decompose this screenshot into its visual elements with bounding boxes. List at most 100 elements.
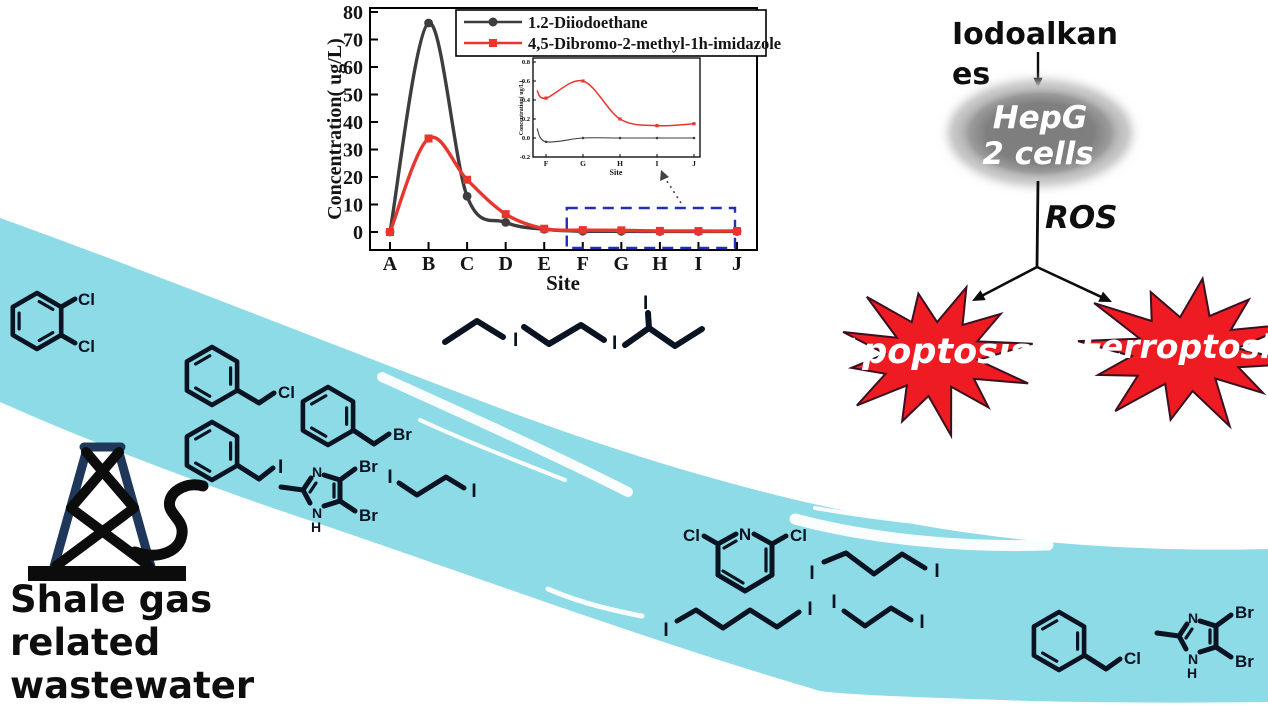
inset-data-point — [581, 79, 585, 83]
rig-brace — [51, 503, 139, 571]
ch2-cl-bond — [1081, 652, 1123, 672]
arrow-head — [1098, 291, 1112, 302]
inset-series-curve — [536, 128, 694, 143]
double-bond — [37, 331, 55, 343]
n-label: N — [312, 505, 322, 521]
cl-label: Cl — [1124, 649, 1141, 668]
ferroptosis-starburst — [1077, 275, 1268, 430]
apoptosis-starburst — [842, 284, 1033, 440]
cl-label: Cl — [790, 526, 807, 545]
ch2-cl-bond — [234, 387, 277, 406]
inset-series-curve — [536, 79, 695, 127]
ch2-i-bond — [234, 462, 276, 482]
legend-marker — [488, 17, 498, 27]
source-label-line3: wastewater — [10, 664, 255, 707]
molecule-dibromo-methyl-imidazole: N N H Br Br — [1154, 603, 1254, 681]
iodine-label: I — [513, 330, 518, 351]
c-c-bond — [841, 605, 914, 629]
benzene-ring — [184, 344, 240, 408]
rig-base — [28, 566, 186, 581]
source-label-line1: Shale gas — [10, 578, 212, 621]
double-bond — [194, 429, 212, 441]
c-br-bond — [337, 498, 358, 514]
arrow-shaft — [1036, 265, 1103, 299]
inset-pointer-head — [660, 170, 669, 181]
double-bond — [722, 539, 738, 550]
river-highlight — [918, 705, 997, 714]
double-bond — [310, 394, 328, 406]
river-highlight — [545, 586, 645, 619]
methyl-bond — [278, 484, 306, 493]
c-c-bond — [521, 322, 607, 347]
c-c-bond — [646, 325, 705, 349]
x-tick-label: A — [383, 253, 398, 275]
iodine-label: I — [471, 481, 476, 502]
molecules: Cl Cl Cl Br I — [10, 290, 1254, 681]
inset-x-tick-label: H — [617, 159, 623, 168]
h-label: H — [311, 519, 321, 535]
inset-line-chart: 0.8 0.6 0.4 0.2 0.0 -0.2 F G H I J Site Concentratio… — [518, 57, 701, 177]
legend-label: 1.2-Diiodoethane — [528, 13, 648, 32]
double-bond — [37, 299, 55, 311]
inset-y-tick-label: 0.4 — [522, 97, 531, 104]
rig-brace — [81, 447, 139, 513]
cl-label: Cl — [683, 526, 700, 545]
river-highlight — [377, 372, 633, 497]
iodine-label: I — [809, 563, 814, 584]
input-label-line2: es — [952, 57, 990, 92]
n-label: N — [312, 464, 322, 480]
molecule-diiodopropane: I I — [809, 550, 940, 584]
inset-y-tick-label: -0.2 — [520, 154, 530, 161]
c-br-bond — [1213, 644, 1234, 660]
data-point — [733, 227, 741, 236]
inset-y-tick-label: 0.2 — [522, 116, 530, 123]
data-point — [655, 226, 664, 235]
data-point — [386, 228, 394, 236]
apoptosis-label: Apoptosis — [832, 332, 1031, 372]
legend-label: 4,5-Dibromo-2-methyl-1h-imidazole — [528, 34, 781, 53]
river-highlight — [789, 513, 1054, 552]
br-label: Br — [1235, 652, 1254, 671]
x-tick-label: F — [577, 253, 589, 275]
molecule-dichloropyridine: N Cl Cl — [683, 525, 807, 594]
iodine-label: I — [934, 561, 939, 582]
double-bond — [194, 386, 212, 398]
data-point — [578, 226, 587, 235]
plot-frame — [369, 7, 758, 251]
c-c-bond — [442, 318, 506, 345]
data-point — [501, 210, 510, 219]
double-bond — [308, 481, 318, 494]
hepg2-cell — [954, 85, 1126, 181]
river-highlight — [418, 418, 567, 482]
source-label: Shale gas related wastewater — [10, 578, 255, 707]
y-tick-label: 50 — [343, 85, 363, 107]
double-bond — [194, 461, 212, 473]
double-bond — [1041, 651, 1059, 663]
iodine-label: I — [278, 457, 283, 478]
inset-data-point — [618, 117, 622, 121]
br-label: Br — [393, 425, 412, 444]
double-bond — [310, 426, 328, 438]
molecule-benzyl-iodide: I — [184, 419, 283, 483]
c-br-bond — [1213, 612, 1234, 629]
data-point — [501, 217, 511, 227]
molecule-dichlorobenzene: Cl Cl — [10, 290, 95, 356]
iodine-label: I — [807, 599, 812, 620]
cell-label-line1: HepG — [993, 100, 1088, 136]
molecule-2-iodobutane: I — [622, 293, 705, 349]
molecule-dibromo-methyl-imidazole: N N H Br Br — [278, 457, 378, 535]
legend-marker — [489, 39, 497, 47]
br-label: Br — [1235, 603, 1254, 622]
data-point — [694, 227, 703, 236]
ring-bond — [321, 498, 343, 509]
data-point — [617, 226, 626, 235]
highlight-region-box — [565, 206, 737, 250]
inset-pointer-line — [664, 177, 682, 204]
y-tick-label: 40 — [343, 112, 363, 134]
iodine-label: I — [663, 620, 668, 641]
data-point — [540, 224, 549, 233]
n-label: N — [739, 525, 751, 544]
data-point — [424, 18, 433, 28]
x-tick-label: E — [538, 253, 551, 275]
ros-label: ROS — [1045, 200, 1118, 236]
